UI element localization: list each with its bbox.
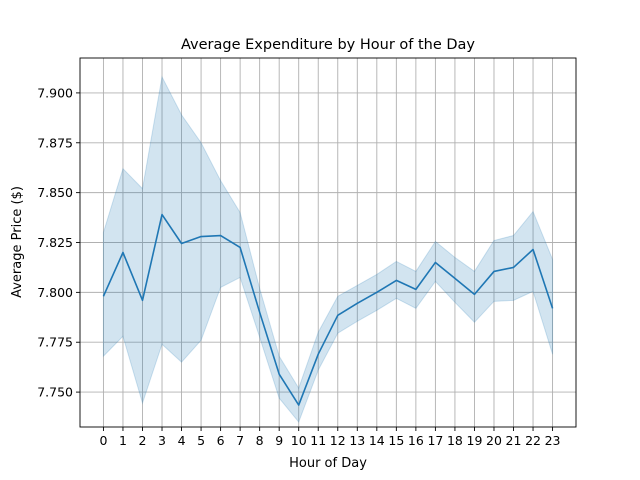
x-tick-label: 14 [369,433,385,448]
x-tick-label: 5 [197,433,205,448]
y-tick-label: 7.850 [37,185,73,200]
x-tick-label: 10 [291,433,307,448]
x-tick-label: 4 [178,433,186,448]
x-axis-label: Hour of Day [289,456,367,471]
x-tick-label: 12 [330,433,346,448]
y-tick-label: 7.900 [37,85,73,100]
y-tick-label: 7.750 [37,385,73,400]
x-tick-label: 18 [447,433,463,448]
y-tick-layer: 7.750 7.775 7.800 7.825 7.850 7.875 7.900 [37,85,80,400]
grid-layer [80,58,576,427]
y-tick-label: 7.875 [37,135,73,150]
x-tick-label: 15 [388,433,404,448]
y-tick-label: 7.825 [37,235,73,250]
x-tick-label: 20 [486,433,502,448]
series-line [102,213,554,406]
x-tick-label: 22 [525,433,541,448]
x-tick-label: 2 [139,433,147,448]
y-tick-label: 7.775 [37,335,73,350]
x-tick-label: 21 [506,433,522,448]
x-tick-label: 13 [349,433,365,448]
x-tick-label: 6 [217,433,225,448]
x-tick-label: 8 [256,433,264,448]
x-tick-label: 1 [119,433,127,448]
x-tick-layer: 0 1 2 3 4 5 6 7 8 9 10 11 12 13 14 15 16 17 18 19 20 21 22 23 [99,427,561,448]
chart-title: Average Expenditure by Hour of the Day [181,37,475,53]
x-tick-label: 19 [467,433,483,448]
series-line-layer [102,213,554,406]
x-tick-label: 17 [427,433,443,448]
x-tick-label: 7 [236,433,244,448]
x-tick-label: 0 [99,433,107,448]
y-axis-label: Average Price ($) [10,186,25,298]
x-tick-label: 3 [158,433,166,448]
y-tick-label: 7.800 [37,285,73,300]
x-tick-label: 23 [545,433,561,448]
x-tick-label: 16 [408,433,424,448]
confidence-band [102,75,554,423]
x-tick-label: 9 [275,433,283,448]
confidence-band-layer [102,75,554,423]
x-tick-label: 11 [310,433,326,448]
